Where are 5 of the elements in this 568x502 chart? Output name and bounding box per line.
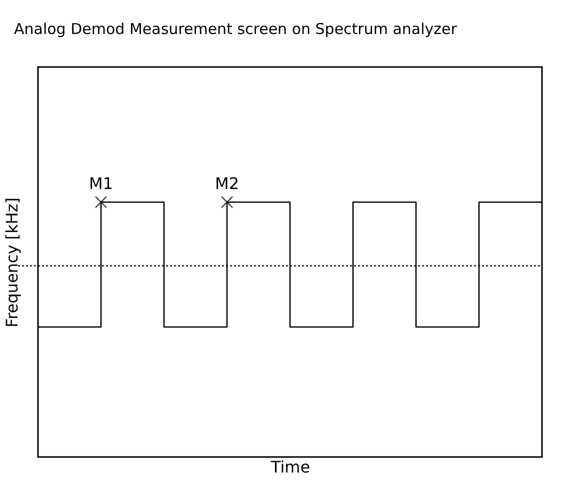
annotation: M2 [215,174,239,194]
annotation: M1 [89,174,113,194]
y-axis-title: Frequency [kHz] [2,198,22,328]
chart-title: Analog Demod Measurement screen on Spectrum analyzer [14,20,458,38]
x-axis-title: Time [270,458,310,476]
